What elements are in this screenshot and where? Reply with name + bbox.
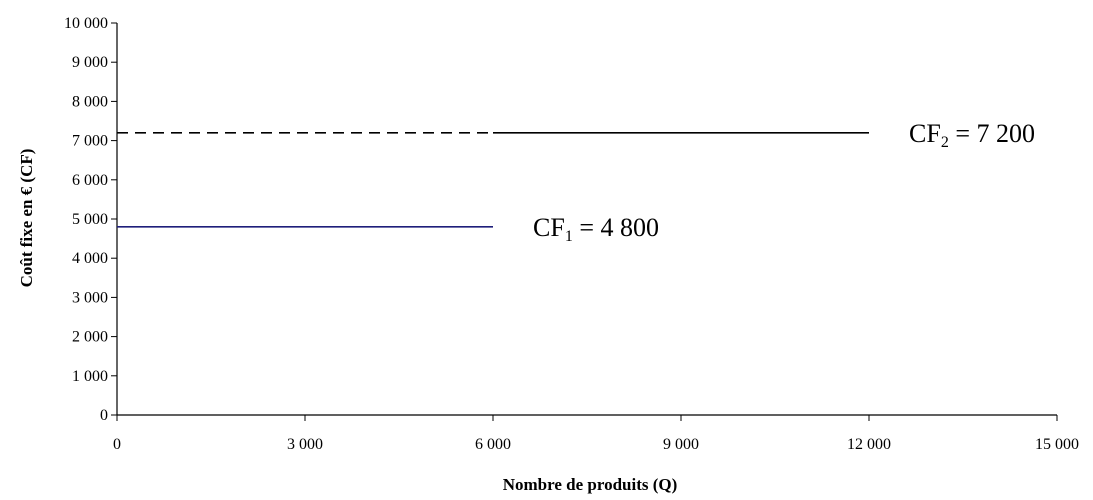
y-axis-ticks: 0 1 000 2 000 3 000 4 000 5 000 6 000 7 000 8 00… xyxy=(64,15,117,424)
x-tick-label: 0 xyxy=(113,436,121,453)
x-tick-label: 12 000 xyxy=(847,436,891,453)
y-axis-title: Coût fixe en € (CF) xyxy=(17,149,36,288)
y-tick-label: 1 000 xyxy=(72,368,108,385)
series-labels: CF1 = 4 800 CF2 = 7 200 xyxy=(533,119,1035,245)
y-tick-label: 0 xyxy=(100,407,108,424)
y-tick-label: 4 000 xyxy=(72,250,108,267)
y-tick-label: 6 000 xyxy=(72,172,108,189)
y-tick-label: 10 000 xyxy=(64,15,108,32)
series-label-1: CF1 = 4 800 xyxy=(533,213,659,245)
y-tick-label: 8 000 xyxy=(72,93,108,110)
x-tick-label: 15 000 xyxy=(1035,436,1079,453)
x-axis-ticks: 0 3 000 6 000 9 000 12 000 15 000 xyxy=(113,415,1079,453)
y-tick-label: 7 000 xyxy=(72,133,108,150)
x-axis-title: Nombre de produits (Q) xyxy=(503,475,678,494)
x-tick-label: 9 000 xyxy=(663,436,699,453)
series-group xyxy=(117,132,869,228)
series-label-3: CF2 = 7 200 xyxy=(909,119,1035,151)
y-tick-label: 2 000 xyxy=(72,329,108,346)
x-tick-label: 3 000 xyxy=(287,436,323,453)
x-tick-label: 6 000 xyxy=(475,436,511,453)
y-tick-label: 9 000 xyxy=(72,54,108,71)
y-tick-label: 3 000 xyxy=(72,289,108,306)
y-tick-label: 5 000 xyxy=(72,211,108,228)
